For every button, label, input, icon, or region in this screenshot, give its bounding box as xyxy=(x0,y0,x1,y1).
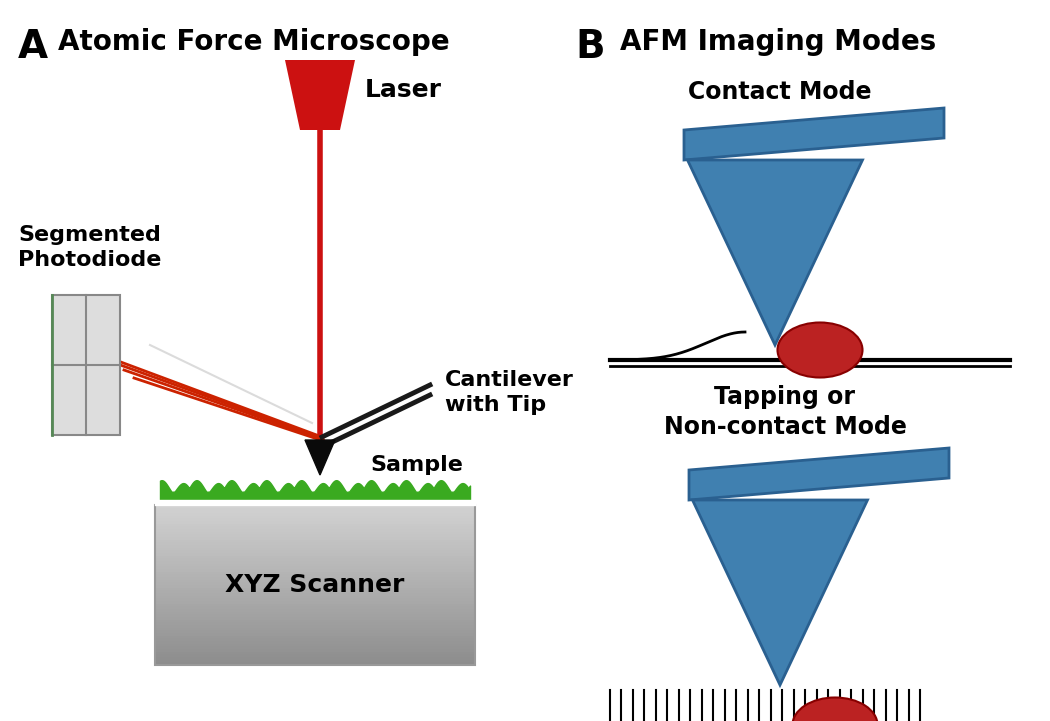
Polygon shape xyxy=(285,60,355,130)
Text: XYZ Scanner: XYZ Scanner xyxy=(226,573,404,597)
Bar xyxy=(155,529,475,531)
Bar xyxy=(155,566,475,569)
Bar xyxy=(155,523,475,526)
Bar xyxy=(155,545,475,548)
Bar xyxy=(155,596,475,598)
Bar xyxy=(155,548,475,550)
Bar xyxy=(155,569,475,572)
Polygon shape xyxy=(693,500,867,685)
Text: Laser: Laser xyxy=(365,78,442,102)
Bar xyxy=(155,609,475,611)
Bar xyxy=(155,510,475,513)
Bar xyxy=(155,663,475,665)
Bar xyxy=(155,505,475,508)
Text: Sample: Sample xyxy=(370,455,463,475)
Bar xyxy=(155,646,475,649)
Ellipse shape xyxy=(793,697,878,721)
Bar xyxy=(155,598,475,601)
Bar xyxy=(155,649,475,652)
Bar xyxy=(155,558,475,561)
Bar xyxy=(155,577,475,580)
Bar xyxy=(155,539,475,542)
Bar xyxy=(155,638,475,641)
Bar xyxy=(155,534,475,537)
Bar xyxy=(155,636,475,638)
Bar xyxy=(155,625,475,628)
Bar xyxy=(155,590,475,593)
Bar xyxy=(155,655,475,657)
Bar xyxy=(155,611,475,614)
Bar xyxy=(155,617,475,619)
Polygon shape xyxy=(684,108,944,160)
Bar xyxy=(155,614,475,617)
Bar xyxy=(155,601,475,603)
Bar xyxy=(155,580,475,583)
Bar xyxy=(155,553,475,556)
Bar xyxy=(155,516,475,518)
Bar xyxy=(155,575,475,577)
Bar xyxy=(155,630,475,633)
Text: Cantilever
with Tip: Cantilever with Tip xyxy=(445,370,574,415)
Bar xyxy=(155,652,475,655)
Bar xyxy=(155,606,475,609)
Text: AFM Imaging Modes: AFM Imaging Modes xyxy=(620,28,937,56)
Bar xyxy=(155,526,475,529)
Text: Atomic Force Microscope: Atomic Force Microscope xyxy=(58,28,449,56)
Bar xyxy=(155,603,475,606)
Ellipse shape xyxy=(777,322,862,378)
Bar xyxy=(155,561,475,564)
Text: Tapping or
Non-contact Mode: Tapping or Non-contact Mode xyxy=(664,385,906,438)
Bar xyxy=(155,593,475,596)
Bar xyxy=(155,619,475,622)
Bar xyxy=(52,295,120,435)
Bar xyxy=(155,657,475,660)
Text: A: A xyxy=(18,28,48,66)
Bar xyxy=(155,513,475,516)
Bar xyxy=(155,660,475,663)
Text: Segmented
Photodiode: Segmented Photodiode xyxy=(18,225,162,270)
Bar xyxy=(155,588,475,590)
Bar xyxy=(155,583,475,585)
Bar xyxy=(155,508,475,510)
Bar xyxy=(155,550,475,553)
Bar xyxy=(155,521,475,523)
Bar xyxy=(155,505,475,665)
Text: B: B xyxy=(575,28,605,66)
Bar xyxy=(155,564,475,566)
Polygon shape xyxy=(304,440,335,475)
Bar xyxy=(155,641,475,644)
Bar xyxy=(155,585,475,588)
Bar xyxy=(155,644,475,646)
Bar xyxy=(155,556,475,558)
Bar xyxy=(155,537,475,539)
Polygon shape xyxy=(688,160,862,345)
Text: Contact Mode: Contact Mode xyxy=(688,80,872,104)
Polygon shape xyxy=(689,448,949,500)
Bar xyxy=(155,542,475,545)
Bar xyxy=(155,628,475,630)
Bar xyxy=(155,622,475,625)
Bar xyxy=(155,531,475,534)
Bar xyxy=(155,633,475,636)
Bar xyxy=(155,572,475,575)
Bar xyxy=(155,518,475,521)
